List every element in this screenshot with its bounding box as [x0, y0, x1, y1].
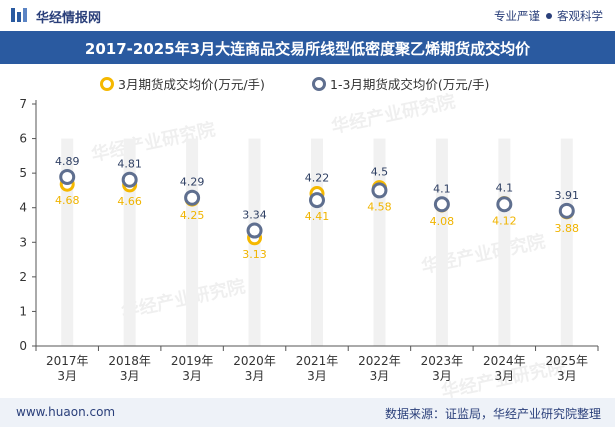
tagline-left: 专业严谨 [494, 9, 540, 23]
top-bar: 华经情报网 专业严谨 客观科学 [0, 0, 615, 30]
legend-item-cumulative: 1-3月期货成交均价(万元/手) [312, 74, 489, 93]
x-tick-label-year: 2020年 [233, 354, 276, 368]
category-band [123, 138, 136, 346]
y-tick-label: 5 [19, 166, 27, 180]
data-label-monthly: 4.58 [367, 200, 392, 213]
y-tick-label: 0 [19, 339, 27, 353]
footer: www.huaon.com 数据来源：证监局，华经产业研究院整理 [0, 398, 615, 427]
points-group [59, 168, 575, 246]
title-bar [0, 31, 615, 64]
x-tick-label-year: 2018年 [108, 354, 151, 368]
x-tick-label-month: 3月 [57, 369, 77, 383]
point-cumulative [246, 222, 263, 239]
x-tick-label-year: 2024年 [483, 354, 526, 368]
point-cumulative [433, 196, 450, 213]
x-tick-label-year: 2025年 [546, 354, 589, 368]
data-label-cumulative: 4.1 [496, 182, 514, 195]
category-band [560, 138, 573, 346]
data-label-cumulative: 4.81 [117, 158, 142, 171]
point-cumulative [121, 171, 138, 188]
data-label-monthly: 4.68 [55, 194, 80, 207]
brand-name: 华经情报网 [36, 11, 102, 26]
data-label-monthly: 3.88 [555, 222, 580, 235]
y-tick-label: 3 [19, 235, 27, 249]
x-tick-label-month: 3月 [495, 369, 515, 383]
point-cumulative [59, 168, 76, 185]
data-label-monthly: 3.13 [242, 248, 267, 261]
x-tick-label-month: 3月 [182, 369, 202, 383]
huajing-logo-icon [11, 8, 27, 22]
data-label-cumulative: 4.29 [180, 176, 205, 189]
data-label-monthly: 4.41 [305, 210, 330, 223]
data-label-cumulative: 4.5 [371, 166, 389, 179]
y-tick-label: 7 [19, 97, 27, 111]
x-tick-label-year: 2017年 [46, 354, 89, 368]
category-band [435, 138, 448, 346]
legend: 3月期货成交均价(万元/手) 1-3月期货成交均价(万元/手) [0, 74, 615, 94]
x-tick-label-month: 3月 [432, 369, 452, 383]
x-tick-label-year: 2021年 [296, 354, 339, 368]
data-label-cumulative: 3.91 [555, 189, 580, 202]
data-label-monthly: 4.08 [430, 215, 455, 228]
x-tick-label-month: 3月 [370, 369, 390, 383]
category-band [186, 138, 199, 346]
tagline: 专业严谨 客观科学 [494, 8, 603, 24]
x-tick-label-month: 3月 [120, 369, 140, 383]
point-cumulative [309, 192, 325, 209]
legend-swatch-monthly [100, 76, 114, 91]
legend-swatch-cumulative [312, 76, 326, 91]
footer-site: www.huaon.com [16, 405, 116, 419]
legend-label-monthly: 3月期货成交均价(万元/手) [118, 77, 265, 92]
x-tick-label-year: 2022年 [358, 354, 401, 368]
data-label-cumulative: 4.89 [55, 155, 80, 168]
tagline-dot [546, 13, 552, 19]
legend-item-monthly: 3月期货成交均价(万元/手) [100, 74, 265, 93]
y-tick-label: 1 [19, 304, 27, 318]
point-cumulative [558, 202, 575, 219]
data-label-monthly: 4.12 [492, 214, 517, 227]
category-band [311, 138, 323, 346]
x-tick-label-month: 3月 [245, 369, 265, 383]
data-label-monthly: 4.66 [117, 195, 142, 208]
data-label-monthly: 4.25 [180, 209, 205, 222]
data-label-cumulative: 4.22 [305, 172, 330, 185]
legend-label-cumulative: 1-3月期货成交均价(万元/手) [330, 77, 490, 92]
point-cumulative [496, 196, 513, 213]
category-band [498, 138, 511, 346]
y-tick-label: 6 [19, 132, 27, 146]
x-tick-label-month: 3月 [307, 369, 327, 383]
y-tick-label: 2 [19, 270, 27, 284]
data-label-cumulative: 3.34 [242, 209, 267, 222]
data-label-cumulative: 4.1 [433, 182, 451, 195]
labels-group: 4.68 4.66 4.25 3.13 4.41 4.58 4.08 4.12 3.88 4.89… [55, 155, 579, 261]
tagline-right: 客观科学 [557, 9, 603, 23]
x-tick-label-month: 3月 [557, 369, 577, 383]
x-tick-label-year: 2023年 [421, 354, 464, 368]
point-cumulative [371, 182, 388, 199]
chart-title: 2017-2025年3月大连商品交易所线型低密度聚乙烯期货成交均价 [84, 40, 531, 58]
footer-source: 数据来源：证监局，华经产业研究院整理 [384, 407, 601, 421]
x-tick-label-year: 2019年 [171, 354, 214, 368]
axes-group: 012345672017年3月2018年3月2019年3月2020年3月2021… [19, 97, 599, 383]
y-tick-label: 4 [19, 201, 27, 215]
point-cumulative [184, 189, 201, 206]
